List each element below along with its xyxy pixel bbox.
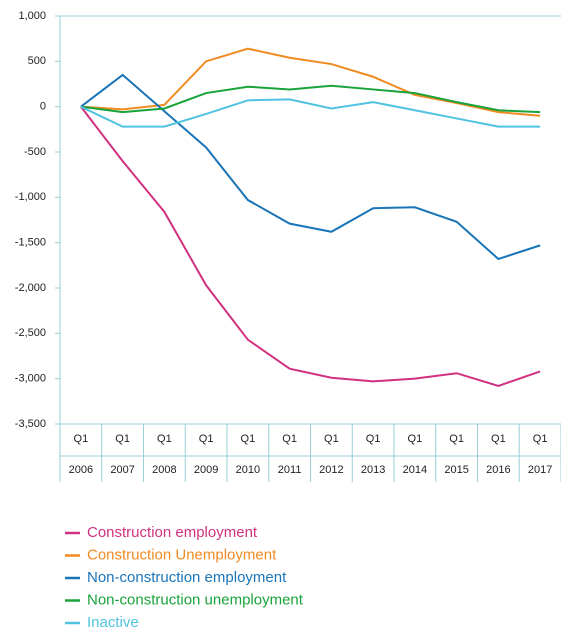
x-tick-label: 2008 — [152, 464, 176, 476]
y-tick-label: -500 — [24, 146, 46, 158]
y-tick-label: -2,000 — [15, 282, 46, 294]
x-tick-label: 2017 — [528, 464, 552, 476]
x-tick-label: 2007 — [110, 464, 134, 476]
x-tick-label: Q1 — [408, 433, 423, 445]
x-tick-label: Q1 — [157, 433, 172, 445]
series-line — [80, 73, 541, 261]
x-tick-label: Q1 — [115, 433, 130, 445]
x-tick-label: 2016 — [486, 464, 510, 476]
x-tick-label: Q1 — [74, 433, 89, 445]
x-tick-label: 2009 — [194, 464, 218, 476]
legend-label: Inactive — [87, 614, 139, 631]
series-line — [80, 84, 541, 114]
y-tick-label: 0 — [40, 101, 46, 113]
y-tick-label: -2,500 — [15, 327, 46, 339]
series-line — [80, 106, 541, 387]
y-tick-label: -1,500 — [15, 237, 46, 249]
legend-label: Construction Unemployment — [87, 546, 277, 563]
x-tick-label: Q1 — [282, 433, 297, 445]
x-tick-label: Q1 — [533, 433, 548, 445]
x-tick-label: 2012 — [319, 464, 343, 476]
x-tick-label: Q1 — [449, 433, 464, 445]
x-tick-label: Q1 — [491, 433, 506, 445]
x-tick-label: Q1 — [366, 433, 381, 445]
series-line — [80, 98, 541, 128]
x-tick-label: Q1 — [199, 433, 214, 445]
x-tick-label: 2013 — [361, 464, 385, 476]
x-tick-label: Q1 — [324, 433, 339, 445]
y-tick-label: -3,000 — [15, 373, 46, 385]
x-tick-label: 2014 — [403, 464, 427, 476]
legend-label: Non-construction employment — [87, 569, 287, 586]
y-tick-label: -3,500 — [15, 418, 46, 430]
x-tick-label: Q1 — [241, 433, 256, 445]
x-tick-label: 2015 — [444, 464, 468, 476]
legend-label: Construction employment — [87, 524, 258, 541]
y-tick-label: 1,000 — [18, 10, 46, 22]
legend-label: Non-construction unemployment — [87, 591, 304, 608]
y-tick-label: -1,000 — [15, 191, 46, 203]
x-tick-label: 2011 — [278, 464, 302, 476]
y-tick-label: 500 — [28, 55, 46, 67]
x-tick-label: 2010 — [236, 464, 260, 476]
x-tick-label: 2006 — [69, 464, 93, 476]
